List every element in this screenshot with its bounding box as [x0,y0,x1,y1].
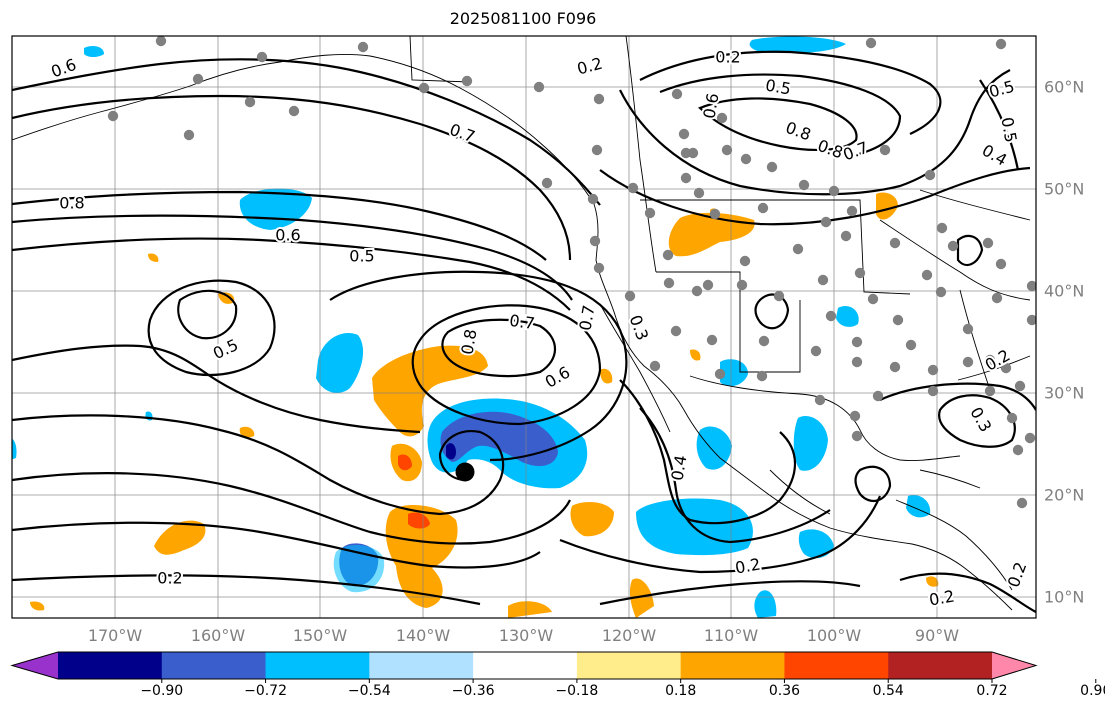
colorbar-segment [784,652,889,679]
anomaly-patch [316,332,364,393]
longitude-label: 150°W [292,626,348,645]
colorbar-segment [888,652,993,679]
anomaly-patch [446,443,456,460]
anomaly-patch [690,349,701,361]
anomaly-patch [408,512,430,529]
longitude-label: 110°W [703,626,759,645]
contour-label: 0.6 [275,226,300,245]
contour-label: 0.7 [508,311,536,333]
longitude-label: 170°W [87,626,143,645]
contour-label: 0.2 [928,586,956,609]
contour-labels: 0.60.80.60.50.50.70.80.60.70.7 0.30.40.2 0… [46,46,1032,612]
colorbar-tick-label: −0.90 [140,683,184,699]
latitude-label: 60°N [1044,77,1085,97]
contour-label: 0.2 [157,569,182,588]
contour-label: 0.5 [349,247,374,266]
latitude-label: 30°N [1044,383,1085,403]
longitude-label: 120°W [601,626,657,645]
colorbar-segment [369,652,474,679]
colorbar-extend-high [992,652,1036,679]
colorbar-outline [10,651,1038,680]
anomaly-patch [148,253,159,262]
contour-label: 0.8 [457,328,480,356]
anomaly-patch [720,359,748,387]
longitude-label: 100°W [806,626,862,645]
colorbar-tick-label: −0.72 [244,683,287,699]
longitude-label: 130°W [498,626,554,645]
latitude-label: 10°N [1044,587,1085,607]
map-frame [11,35,1037,619]
longitude-label: 90°W [914,626,960,645]
anomaly-patch [798,529,834,559]
colorbar-segment [576,652,682,679]
anomaly-patch [218,292,235,304]
station-markers [107,36,1036,509]
colorbar-tick-label: 0.36 [768,683,801,699]
anomaly-patch [793,416,828,471]
colorbar-extend-low [12,652,58,679]
anomaly-patch [508,601,552,618]
anomaly-patch [629,578,654,618]
colorbar-tick-label: −0.54 [347,683,391,699]
anomaly-patch [12,438,17,460]
anomaly-patch [440,411,558,467]
anomaly-patch [385,505,458,608]
anomaly-patch [876,192,898,220]
colorbar-segment [265,652,370,679]
contour-lines [12,50,1036,613]
colorbar-segment [680,652,785,679]
storm-center-marker [455,462,475,482]
contour-label: 0.2 [715,48,740,67]
latitude-label: 50°N [1044,179,1085,199]
anomaly-patch [372,345,488,437]
anomaly-patch [84,46,104,57]
latitude-label: 20°N [1044,485,1085,505]
latitude-label: 40°N [1044,281,1085,301]
colorbar-tick-label: 0.72 [976,683,1008,699]
anomaly-patch [668,212,755,257]
anomaly-patch [239,426,255,438]
anomaly-patch [600,368,613,384]
colorbar-tick-label: −0.36 [451,683,495,699]
colorbar-segment [58,652,163,679]
map-title: 2025081100 F096 [449,9,597,28]
anomaly-patch [570,502,614,537]
anomaly-patch [926,576,939,587]
colorbar-segment [473,652,578,679]
anomaly-patch [749,36,846,54]
coastlines [12,36,1031,611]
colorbar-tick-label: 0.54 [872,683,904,699]
colorbar-tick-label: −0.18 [555,683,599,699]
colorbar-segment [161,652,267,679]
anomaly-patch [154,520,206,555]
longitude-label: 140°W [395,626,451,645]
colorbar-tick-label: 0.18 [665,683,697,699]
colorbar-tick-label: 0.90 [1080,683,1105,699]
anomaly-patch [398,454,412,471]
positive-anomaly-shading [30,192,939,618]
longitude-label: 160°W [190,626,246,645]
anomaly-patch [696,426,732,470]
contour-label: 0.8 [59,194,84,213]
colorbar [10,651,1097,683]
anomaly-patch [333,545,385,593]
anomaly-patch [30,601,45,611]
anomaly-patch [836,305,859,327]
